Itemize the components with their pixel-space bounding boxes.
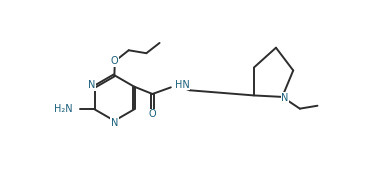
Text: H₂N: H₂N	[54, 104, 73, 114]
Text: O: O	[111, 56, 119, 66]
Text: N: N	[89, 80, 96, 90]
Text: O: O	[149, 109, 156, 119]
Text: N: N	[111, 118, 118, 128]
Text: HN: HN	[174, 80, 189, 90]
Text: N: N	[282, 93, 289, 103]
